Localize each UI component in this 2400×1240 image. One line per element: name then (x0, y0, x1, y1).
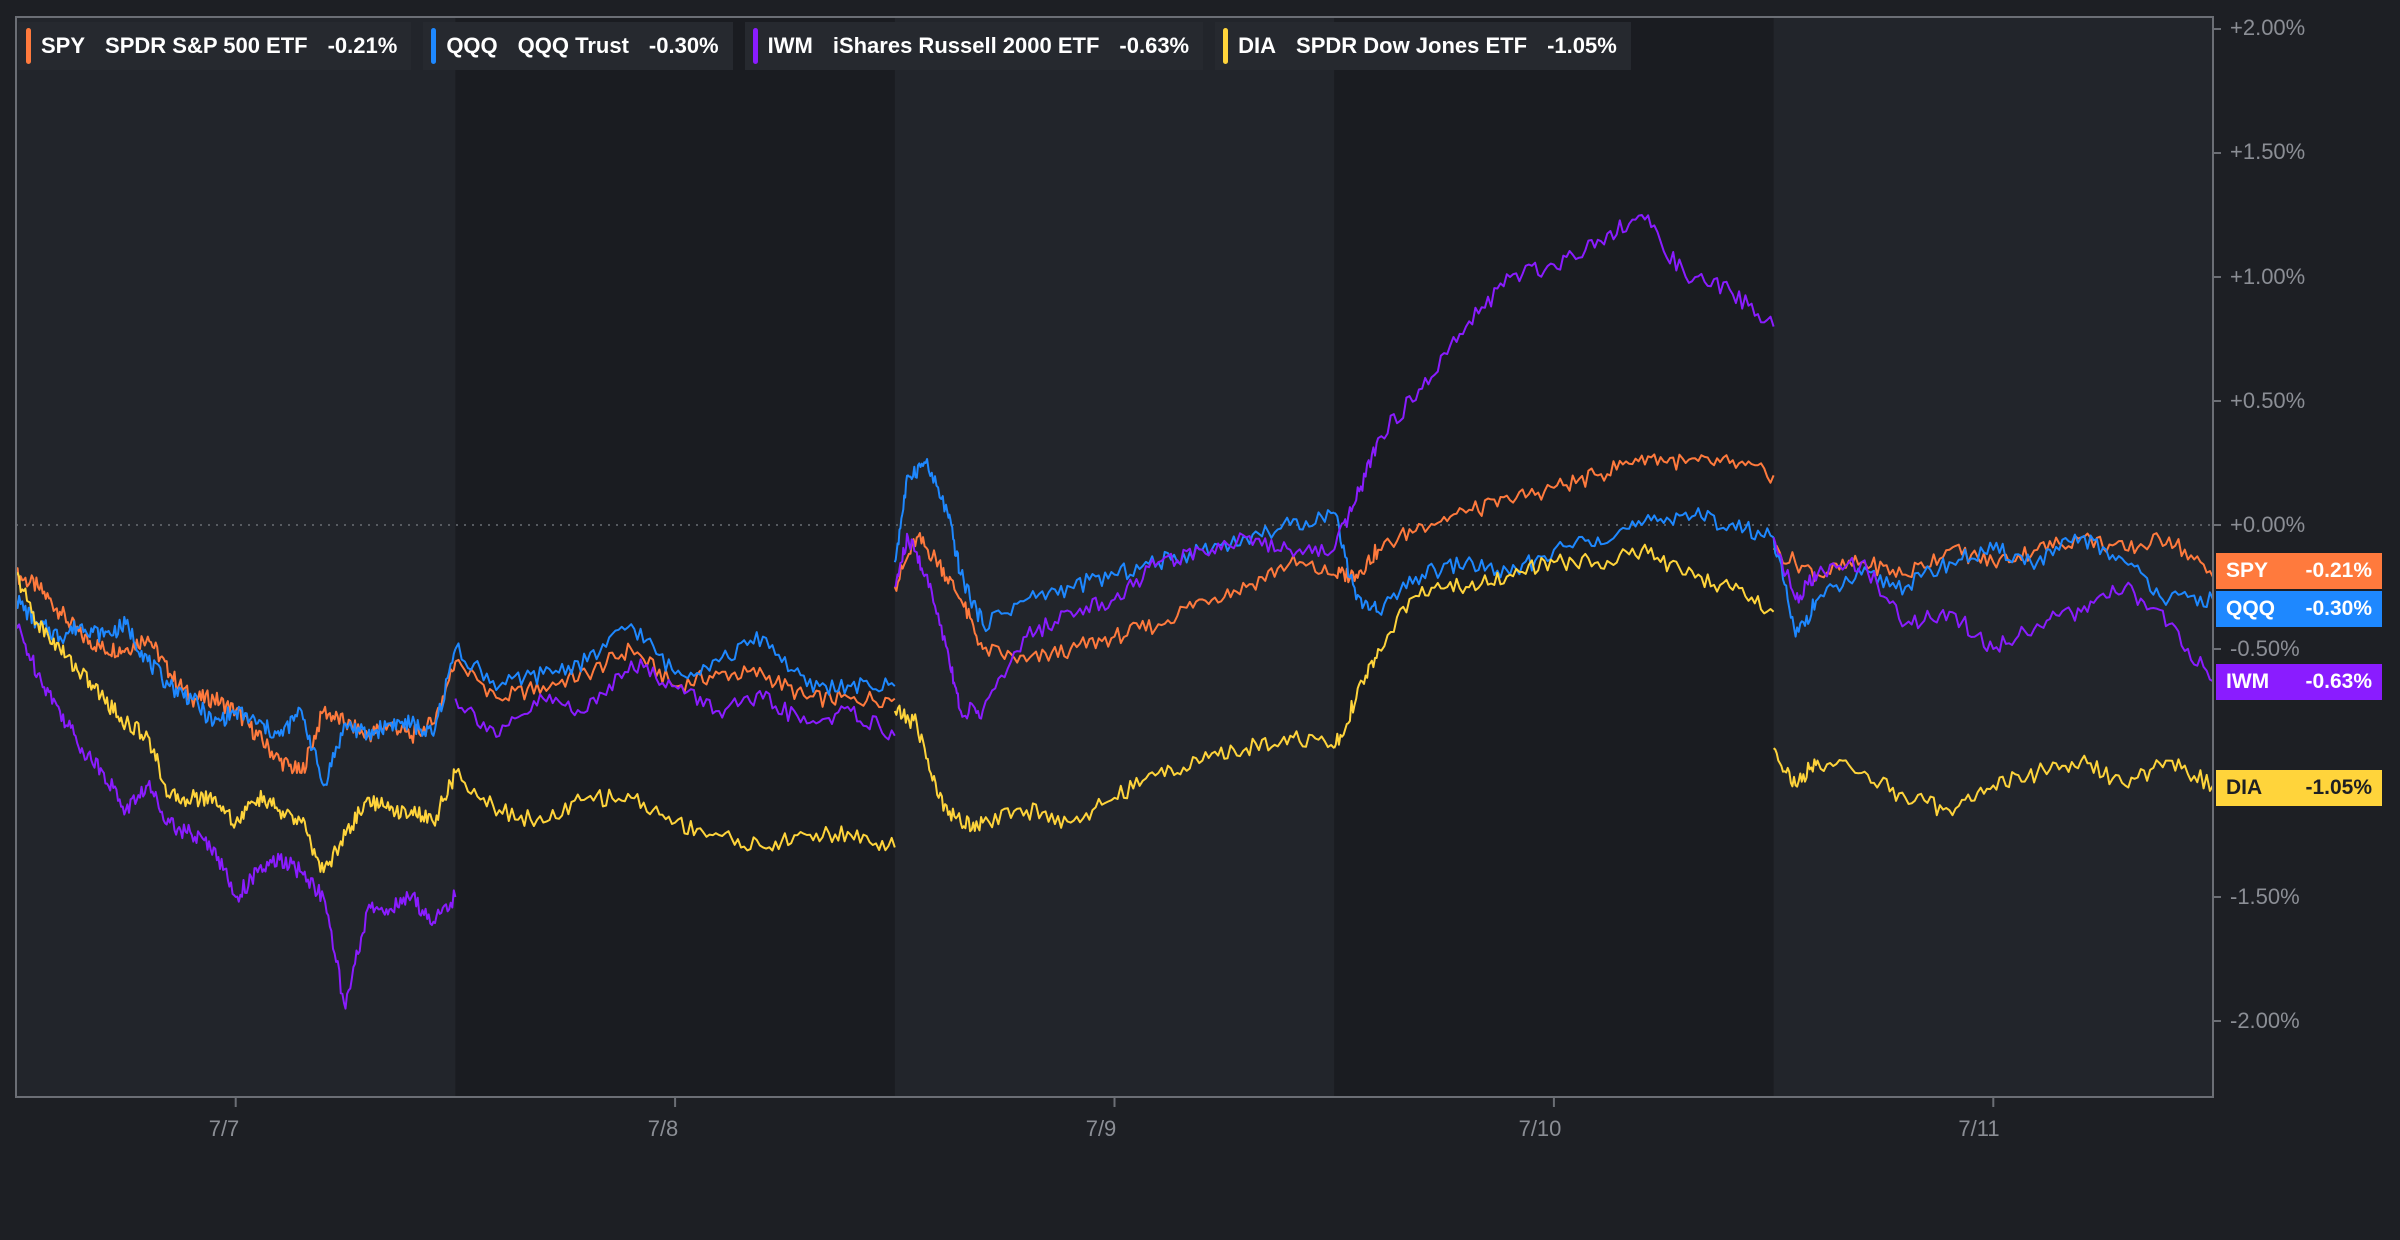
series-line-qqq[interactable] (1333, 507, 1775, 616)
series-line-dia[interactable] (15, 572, 457, 874)
x-tick-label: 7/9 (1085, 1116, 1117, 1141)
y-tick-label: +1.50% (2230, 139, 2306, 164)
legend-name: iShares Russell 2000 ETF (832, 33, 1100, 58)
end-badge-spy: SPY -0.21% (2216, 553, 2382, 589)
legend-swatch-qqq (431, 28, 437, 64)
series-line-spy[interactable] (893, 532, 1335, 664)
legend-change: -0.21% (327, 33, 398, 58)
legend-name: QQQ Trust (517, 33, 629, 58)
y-tick-label: +1.00% (2230, 264, 2306, 289)
legend-symbol: SPY (41, 33, 86, 58)
series-line-iwm[interactable] (454, 658, 896, 741)
series-line-iwm[interactable] (894, 532, 1335, 720)
legend-change: -0.63% (1119, 33, 1190, 58)
plot-panel (16, 17, 2213, 1097)
badge-value: -0.21% (2305, 559, 2372, 582)
legend-swatch-spy (26, 28, 31, 64)
series-line-qqq[interactable] (1772, 533, 2214, 638)
session-band (455, 17, 895, 1097)
series-line-qqq[interactable] (454, 623, 896, 696)
axis-ticks (234, 28, 2221, 1107)
series-line-dia[interactable] (893, 704, 1335, 833)
legend-symbol: QQQ (446, 33, 498, 58)
badge-symbol: DIA (2226, 776, 2263, 799)
x-tick-label: 7/10 (1518, 1116, 1562, 1141)
series-layer (15, 214, 2214, 1010)
legend-item-qqq[interactable]: QQQ QQQ Trust -0.30% (423, 22, 733, 70)
legend-change: -1.05% (1547, 33, 1617, 58)
series-line-dia[interactable] (1333, 543, 1775, 749)
legend-symbol: DIA (1238, 33, 1277, 58)
legend-swatch-dia (1223, 28, 1229, 64)
legend-name: SPDR S&P 500 ETF (105, 33, 308, 58)
y-tick-label: +0.50% (2230, 388, 2306, 413)
y-tick-label: +2.00% (2230, 15, 2306, 40)
end-badge-dia: DIA -1.05% (2216, 770, 2382, 806)
legend-symbol: IWM (767, 33, 813, 58)
x-tick-label: 7/7 (208, 1116, 240, 1141)
series-line-iwm[interactable] (1333, 214, 1775, 551)
legend-item-dia[interactable]: DIA SPDR Dow Jones ETF -1.05% (1215, 22, 1631, 70)
y-tick-label: -2.00% (2230, 1008, 2300, 1033)
badge-symbol: IWM (2226, 670, 2270, 693)
series-line-dia[interactable] (454, 767, 896, 852)
series-line-dia[interactable] (1772, 747, 2214, 817)
end-badge-iwm: IWM -0.63% (2216, 664, 2382, 700)
y-tick-label: -0.50% (2230, 636, 2300, 661)
x-tick-label: 7/8 (647, 1116, 679, 1141)
session-band (1334, 17, 1774, 1097)
y-tick-label: -1.50% (2230, 884, 2300, 909)
series-line-qqq[interactable] (15, 594, 457, 787)
legend-item-spy[interactable]: SPY SPDR S&P 500 ETF -0.21% (18, 22, 412, 70)
legend: SPY SPDR S&P 500 ETF -0.21% QQQ QQQ Trus… (18, 22, 1643, 70)
series-line-iwm[interactable] (15, 623, 457, 1010)
legend-change: -0.30% (648, 33, 719, 58)
badge-value: -1.05% (2305, 776, 2372, 799)
badge-value: -0.30% (2305, 597, 2372, 620)
badge-symbol: QQQ (2226, 597, 2276, 620)
legend-swatch-iwm (752, 28, 758, 64)
series-line-qqq[interactable] (893, 458, 1335, 633)
badge-symbol: SPY (2226, 559, 2269, 582)
series-dia[interactable] (15, 543, 2214, 874)
badge-value: -0.63% (2305, 670, 2372, 693)
series-line-iwm[interactable] (1772, 537, 2214, 683)
x-tick-label: 7/11 (1958, 1116, 2000, 1141)
series-line-spy[interactable] (1333, 453, 1775, 584)
session-bands (455, 17, 1774, 1097)
legend-item-iwm[interactable]: IWM iShares Russell 2000 ETF -0.63% (744, 22, 1204, 70)
legend-name: SPDR Dow Jones ETF (1296, 33, 1528, 58)
end-badge-qqq: QQQ -0.30% (2216, 591, 2382, 627)
series-iwm[interactable] (15, 214, 2214, 1010)
series-qqq[interactable] (15, 458, 2214, 787)
y-tick-label: +0.00% (2230, 512, 2306, 537)
